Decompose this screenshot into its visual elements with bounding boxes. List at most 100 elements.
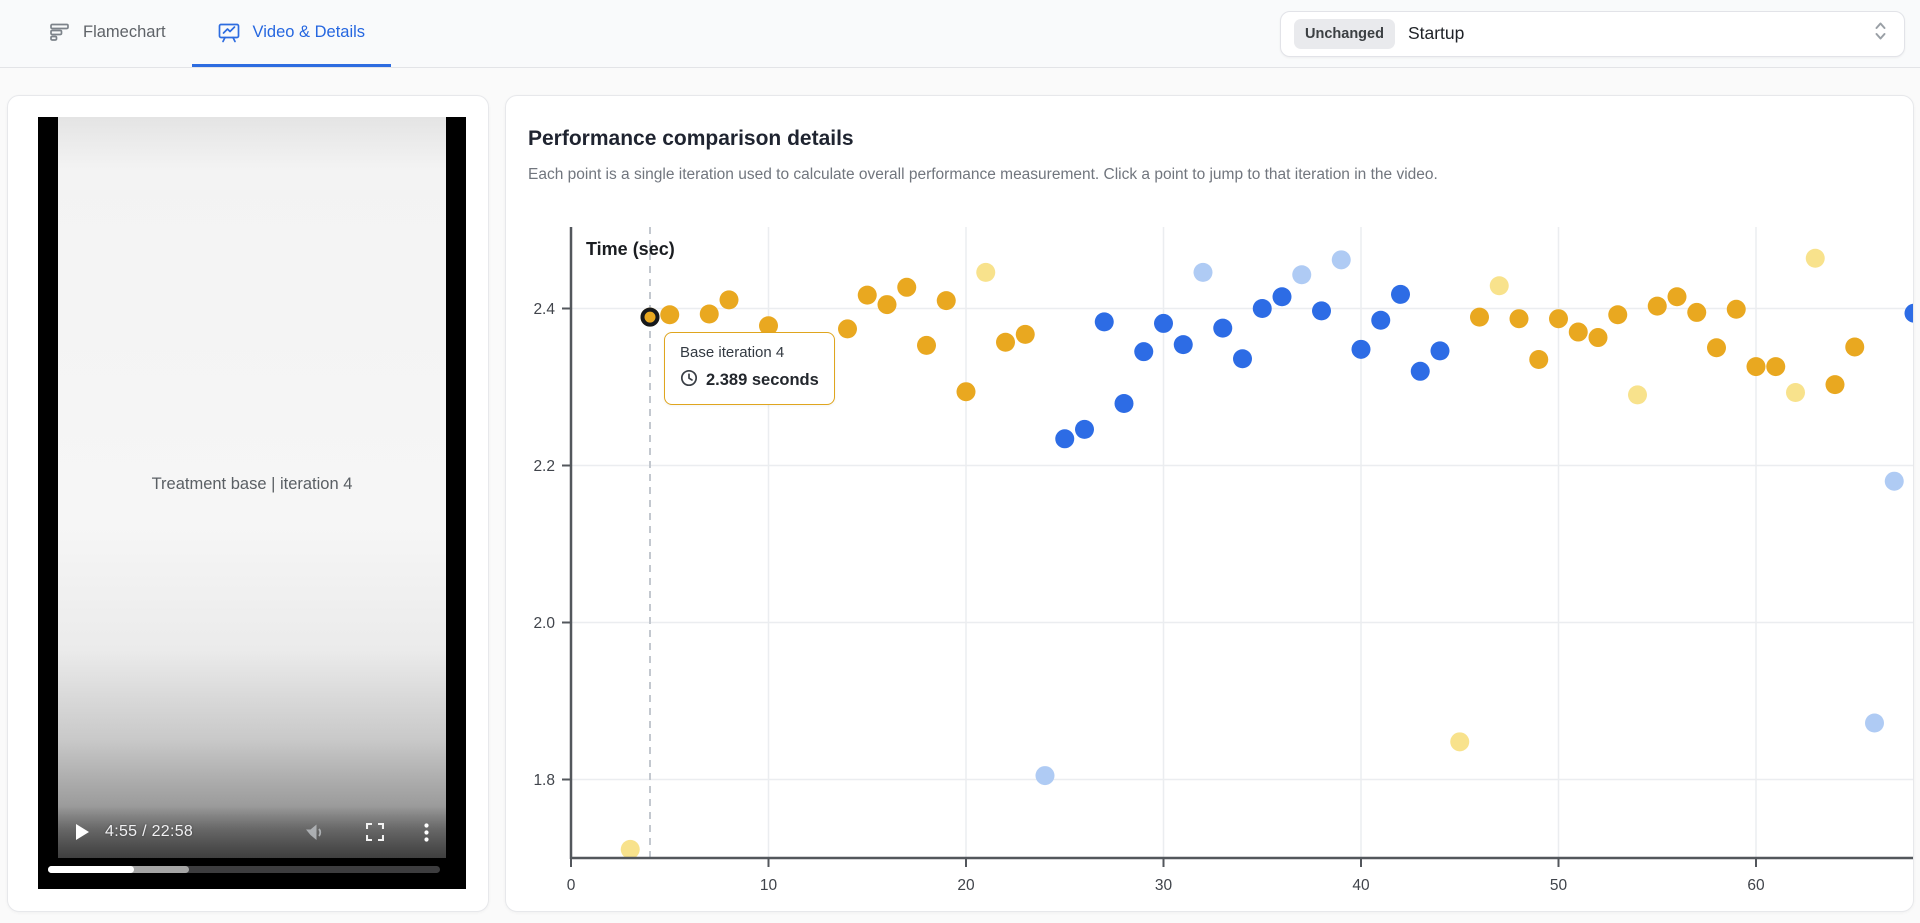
data-point[interactable]: [1766, 357, 1786, 377]
data-point[interactable]: [1825, 375, 1845, 395]
svg-text:50: 50: [1550, 877, 1568, 894]
data-point[interactable]: [1213, 318, 1233, 338]
data-point[interactable]: [936, 291, 956, 311]
svg-text:2.0: 2.0: [533, 615, 555, 632]
tab-flamechart[interactable]: Flamechart: [24, 0, 192, 67]
data-point[interactable]: [1805, 248, 1825, 268]
data-point[interactable]: [1786, 382, 1805, 402]
status-badge: Unchanged: [1294, 18, 1395, 49]
data-point[interactable]: [1015, 324, 1035, 344]
data-point[interactable]: [1430, 341, 1450, 361]
mute-icon[interactable]: [306, 824, 326, 841]
svg-text:Time (sec): Time (sec): [586, 239, 675, 259]
data-point[interactable]: [1845, 337, 1865, 357]
data-point[interactable]: [1746, 357, 1766, 377]
data-point[interactable]: [1312, 301, 1331, 321]
data-point[interactable]: [1154, 313, 1173, 333]
data-point[interactable]: [1884, 471, 1904, 491]
data-point[interactable]: [897, 277, 917, 297]
data-point[interactable]: [1904, 303, 1915, 323]
scatter-chart: 0 10 20 30 40 50 60 2.4 2.2 2.0 1.8 Time (sec) Base…: [506, 96, 1913, 911]
video-overlay-title: Treatment base | iteration 4: [151, 475, 353, 493]
selected-data-point[interactable]: [640, 307, 660, 327]
data-point[interactable]: [877, 295, 897, 315]
data-point[interactable]: [1035, 766, 1055, 786]
svg-text:2.4: 2.4: [533, 301, 555, 318]
tab-video-details[interactable]: Video & Details: [191, 0, 392, 67]
data-point[interactable]: [1568, 322, 1588, 342]
video-details-icon: [218, 22, 240, 43]
data-point[interactable]: [838, 319, 857, 339]
play-button[interactable]: [76, 824, 90, 840]
point-tooltip: Base iteration 4 2.389 seconds: [664, 332, 835, 406]
tab-label: Video & Details: [252, 22, 366, 41]
selector-value: Startup: [1407, 23, 1465, 43]
data-point[interactable]: [1470, 307, 1489, 327]
tooltip-value: 2.389 seconds: [706, 371, 819, 390]
data-point[interactable]: [1193, 262, 1213, 282]
svg-text:1.8: 1.8: [533, 772, 555, 789]
data-point[interactable]: [1549, 309, 1568, 329]
video-panel: Treatment base | iteration 4 4:55 / 22:5…: [7, 95, 489, 912]
top-bar: Flamechart Video & Details Unchanged Sta…: [0, 0, 1920, 68]
svg-text:0: 0: [567, 877, 576, 894]
data-point[interactable]: [996, 332, 1015, 352]
data-point[interactable]: [1608, 305, 1628, 325]
data-point[interactable]: [917, 335, 936, 355]
data-point[interactable]: [1075, 419, 1094, 439]
data-point[interactable]: [1529, 350, 1549, 370]
data-point[interactable]: [1865, 713, 1884, 733]
data-point[interactable]: [1726, 299, 1746, 319]
data-point[interactable]: [1647, 296, 1667, 316]
data-point[interactable]: [1173, 335, 1193, 355]
data-point[interactable]: [759, 316, 778, 336]
data-point[interactable]: [976, 262, 996, 282]
details-panel: Performance comparison details Each poin…: [505, 95, 1914, 912]
svg-text:30: 30: [1155, 877, 1173, 894]
data-point[interactable]: [1114, 393, 1134, 413]
data-point[interactable]: [719, 290, 739, 310]
data-point[interactable]: [1134, 342, 1154, 362]
video-controls: 4:55 / 22:58: [58, 806, 446, 858]
data-point[interactable]: [1391, 284, 1410, 304]
fullscreen-button[interactable]: [366, 823, 384, 841]
data-point[interactable]: [1371, 310, 1391, 330]
data-point[interactable]: [1351, 339, 1371, 359]
data-point[interactable]: [1331, 250, 1351, 270]
tooltip-title: Base iteration 4: [680, 344, 785, 362]
video-frame: Treatment base | iteration 4: [58, 117, 446, 858]
data-point[interactable]: [956, 382, 976, 402]
data-point[interactable]: [660, 305, 680, 325]
data-point[interactable]: [1055, 429, 1075, 449]
data-point[interactable]: [699, 304, 719, 324]
data-point[interactable]: [1410, 361, 1430, 381]
more-options-kebab-icon[interactable]: [424, 822, 429, 842]
data-point[interactable]: [1272, 287, 1292, 307]
video-time: 4:55 / 22:58: [105, 823, 194, 840]
video-progress-played: [48, 866, 135, 873]
data-point[interactable]: [1450, 732, 1470, 752]
svg-text:40: 40: [1352, 877, 1370, 894]
data-point[interactable]: [857, 285, 877, 305]
svg-text:10: 10: [760, 877, 778, 894]
video-player[interactable]: Treatment base | iteration 4 4:55 / 22:5…: [38, 117, 466, 889]
tab-label: Flamechart: [83, 22, 166, 41]
data-point[interactable]: [1489, 276, 1509, 296]
data-point[interactable]: [1509, 309, 1529, 329]
data-point[interactable]: [1252, 299, 1272, 318]
data-point[interactable]: [1707, 338, 1726, 358]
data-point[interactable]: [1628, 385, 1647, 405]
metric-selector[interactable]: Unchanged Startup: [1280, 10, 1905, 57]
data-point[interactable]: [620, 839, 640, 859]
clock-icon: [680, 369, 698, 392]
data-point[interactable]: [1233, 349, 1252, 369]
scatter-plot-svg: 0 10 20 30 40 50 60 2.4 2.2 2.0 1.8 Time (sec): [533, 227, 1915, 894]
data-point[interactable]: [1094, 312, 1114, 332]
flamechart-icon: [50, 22, 70, 42]
data-point[interactable]: [1292, 265, 1312, 285]
data-point[interactable]: [1588, 328, 1608, 348]
data-point[interactable]: [1687, 302, 1707, 322]
data-point[interactable]: [1667, 287, 1687, 307]
video-progress-bar[interactable]: [48, 866, 440, 873]
svg-text:2.2: 2.2: [533, 458, 555, 475]
